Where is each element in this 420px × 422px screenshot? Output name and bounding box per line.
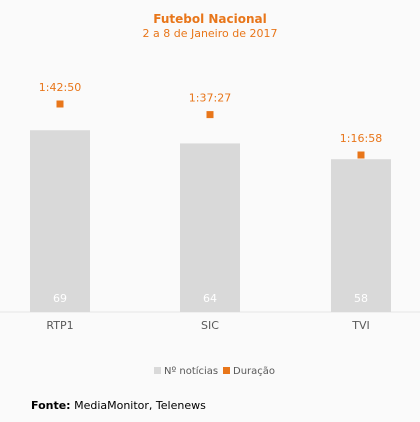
legend-swatch-duracao <box>223 367 230 374</box>
source-note: Fonte: MediaMonitor, Telenews <box>31 399 206 412</box>
bar-value-label: 69 <box>53 292 67 305</box>
duration-label: 1:37:27 <box>189 92 231 105</box>
legend-label-duracao: Duração <box>233 366 275 377</box>
legend-label-noticias: Nº notícias <box>164 365 218 377</box>
bar-tvi <box>331 159 391 312</box>
bar-value-label: 64 <box>203 292 217 305</box>
chart-title: Futebol Nacional <box>153 12 267 26</box>
legend-swatch-noticias <box>154 367 161 374</box>
category-label: SIC <box>201 319 219 332</box>
plot-area: 69 RTP1 1:42:50 64 SIC 1:37:27 58 TVI 1:16:58 <box>0 81 420 332</box>
duration-marker-sic <box>206 111 214 119</box>
source-label: Fonte: <box>31 399 71 412</box>
duration-marker-tvi <box>357 151 365 159</box>
source-text: MediaMonitor, Telenews <box>74 399 206 412</box>
legend: Nº notícias Duração <box>154 365 275 377</box>
category-label: TVI <box>351 319 370 332</box>
bar-sic <box>180 143 240 312</box>
chart-subtitle: 2 a 8 de Janeiro de 2017 <box>142 27 277 40</box>
duration-label: 1:42:50 <box>39 81 81 94</box>
duration-marker-rtp1 <box>56 100 64 108</box>
bar-value-label: 58 <box>354 292 368 305</box>
bar-rtp1 <box>30 130 90 312</box>
duration-label: 1:16:58 <box>340 132 382 145</box>
category-label: RTP1 <box>46 319 73 332</box>
